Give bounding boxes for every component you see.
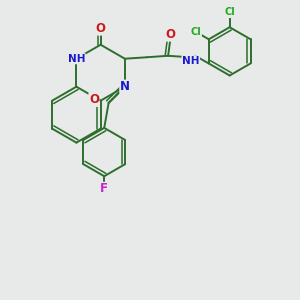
Text: O: O xyxy=(96,22,106,35)
Text: Cl: Cl xyxy=(190,27,201,37)
Text: Cl: Cl xyxy=(224,8,235,17)
Text: O: O xyxy=(89,93,99,106)
Text: F: F xyxy=(100,182,108,195)
Text: NH: NH xyxy=(68,54,85,64)
Text: O: O xyxy=(166,28,176,41)
Text: N: N xyxy=(120,80,130,93)
Text: NH: NH xyxy=(182,56,200,66)
